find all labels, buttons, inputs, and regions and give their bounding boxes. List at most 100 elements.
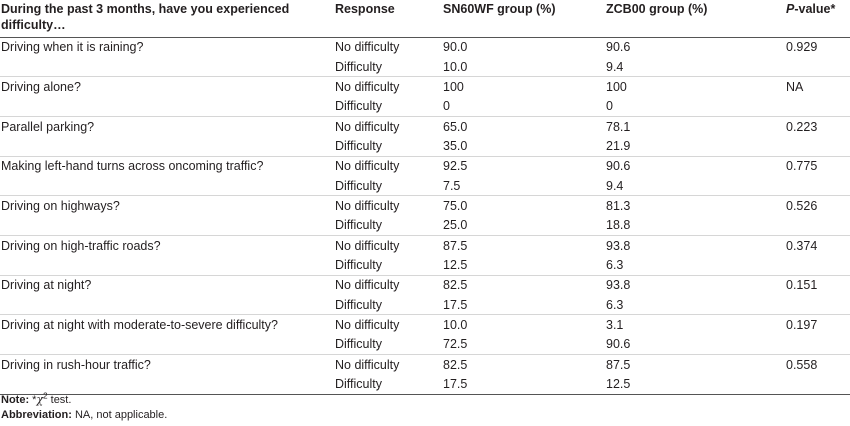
abbreviation-label: Abbreviation: bbox=[1, 409, 72, 421]
cell-pvalue: 0.151 bbox=[786, 274, 850, 295]
cell-question: Parallel parking? bbox=[0, 115, 335, 137]
cell-response: Difficulty bbox=[335, 257, 383, 272]
cell-pvalue: NA bbox=[786, 76, 850, 97]
cell-question bbox=[0, 216, 335, 236]
table-row: Difficulty 17.5 6.3 bbox=[0, 295, 850, 315]
header-pvalue-rest: -value* bbox=[794, 2, 836, 16]
cell-group1: 17.5 bbox=[443, 297, 468, 312]
note-chi: χ bbox=[36, 393, 44, 406]
cell-group1: 10.0 bbox=[443, 314, 606, 335]
cell-question: Driving in rush-hour traffic? bbox=[0, 354, 335, 375]
cell-group2: 6.3 bbox=[606, 297, 624, 312]
cell-response: No difficulty bbox=[335, 274, 443, 295]
table-row: Difficulty 72.5 90.6 bbox=[0, 335, 850, 355]
cell-response: Difficulty bbox=[335, 337, 383, 352]
cell-group2: 93.8 bbox=[606, 234, 786, 256]
cell-pvalue: 0.197 bbox=[786, 314, 850, 335]
cell-pvalue: 0.223 bbox=[786, 115, 850, 137]
cell-group1: 90.0 bbox=[443, 40, 468, 55]
table-row: Driving on highways? No difficulty 75.0 81.… bbox=[0, 195, 850, 216]
cell-group2: 12.5 bbox=[606, 374, 786, 395]
note-star: * bbox=[32, 394, 37, 406]
cell-question: Driving alone? bbox=[0, 76, 335, 97]
cell-question: Driving at night? bbox=[0, 274, 335, 295]
table-row: Difficulty 17.5 12.5 bbox=[0, 374, 850, 395]
cell-group2: 21.9 bbox=[606, 138, 631, 153]
cell-group1: 72.5 bbox=[443, 337, 468, 352]
cell-pvalue bbox=[786, 255, 850, 275]
table-row: Difficulty 25.0 18.8 bbox=[0, 216, 850, 236]
cell-response: No difficulty bbox=[335, 234, 443, 256]
cell-group1: 7.5 bbox=[443, 178, 461, 193]
table-row: Driving at night? No difficulty 82.5 93.8 0.… bbox=[0, 274, 850, 295]
table-body: Driving when it is raining? No difficulty… bbox=[0, 37, 850, 395]
header-group1: SN60WF group (%) bbox=[443, 0, 606, 38]
header-row: During the past 3 months, have you exper… bbox=[0, 0, 850, 38]
cell-group2: 90.6 bbox=[606, 40, 631, 55]
cell-question bbox=[0, 57, 335, 77]
cell-group2: 100 bbox=[606, 76, 786, 97]
cell-pvalue: 0.374 bbox=[786, 234, 850, 256]
cell-group1: 100 bbox=[443, 76, 606, 97]
cell-group1: 10.0 bbox=[443, 59, 468, 74]
cell-pvalue bbox=[786, 374, 850, 395]
cell-group1: 75.0 bbox=[443, 195, 606, 216]
cell-group2: 3.1 bbox=[606, 314, 786, 335]
header-pvalue: P-value* bbox=[786, 0, 850, 38]
cell-group2: 18.8 bbox=[606, 218, 631, 233]
cell-group1: 25.0 bbox=[443, 218, 468, 233]
cell-group1: 65.0 bbox=[443, 115, 606, 137]
cell-group1: 82.5 bbox=[443, 274, 606, 295]
table-notes: Note: *χ2 test. Abbreviation: NA, not ap… bbox=[1, 392, 167, 423]
cell-response: No difficulty bbox=[335, 40, 400, 55]
cell-question bbox=[0, 335, 335, 355]
table-row: Driving alone? No difficulty 100 100 NA bbox=[0, 76, 850, 97]
cell-question bbox=[0, 97, 335, 117]
cell-response: Difficulty bbox=[335, 178, 383, 193]
cell-pvalue bbox=[786, 136, 850, 156]
cell-response: Difficulty bbox=[335, 374, 443, 395]
cell-pvalue bbox=[786, 216, 850, 236]
cell-response: No difficulty bbox=[335, 115, 443, 137]
cell-response: Difficulty bbox=[335, 297, 383, 312]
cell-group2: 9.4 bbox=[606, 59, 624, 74]
cell-group1: 87.5 bbox=[443, 234, 606, 256]
cell-group2: 81.3 bbox=[606, 195, 786, 216]
cell-pvalue bbox=[786, 97, 850, 117]
cell-question: Driving on high-traffic roads? bbox=[0, 234, 335, 256]
cell-pvalue bbox=[786, 335, 850, 355]
cell-question: Driving when it is raining? bbox=[1, 40, 144, 55]
cell-question bbox=[0, 255, 335, 275]
cell-group2: 6.3 bbox=[606, 257, 624, 272]
cell-group1: 17.5 bbox=[443, 374, 606, 395]
table-row: Making left-hand turns across oncoming t… bbox=[0, 155, 850, 176]
cell-question bbox=[0, 136, 335, 156]
note-line: Note: *χ2 test. bbox=[1, 392, 167, 408]
cell-group2: 9.4 bbox=[606, 178, 624, 193]
cell-pvalue bbox=[786, 57, 850, 77]
table-row: Difficulty 7.5 9.4 bbox=[0, 176, 850, 196]
cell-question bbox=[0, 295, 335, 315]
cell-pvalue: 0.775 bbox=[786, 155, 850, 176]
cell-response: No difficulty bbox=[335, 195, 443, 216]
header-pvalue-p: P bbox=[786, 2, 795, 16]
cell-group2: 78.1 bbox=[606, 115, 786, 137]
cell-question: Driving at night with moderate-to-severe… bbox=[0, 314, 335, 335]
table-row: Driving in rush-hour traffic? No difficul… bbox=[0, 354, 850, 375]
cell-pvalue bbox=[786, 295, 850, 315]
cell-group2: 87.5 bbox=[606, 354, 786, 375]
driving-difficulty-table: During the past 3 months, have you exper… bbox=[0, 0, 850, 395]
cell-question bbox=[0, 176, 335, 196]
cell-group1: 92.5 bbox=[443, 155, 606, 176]
cell-response: No difficulty bbox=[335, 76, 443, 97]
cell-response: No difficulty bbox=[335, 314, 443, 335]
cell-question: Making left-hand turns across oncoming t… bbox=[0, 155, 335, 176]
table-row: Difficulty 12.5 6.3 bbox=[0, 255, 850, 275]
cell-pvalue bbox=[786, 176, 850, 196]
header-question: During the past 3 months, have you exper… bbox=[0, 0, 335, 38]
cell-group1: 12.5 bbox=[443, 257, 468, 272]
table-row: Driving at night with moderate-to-severe… bbox=[0, 314, 850, 335]
table-row: Driving when it is raining? No difficulty… bbox=[0, 37, 850, 57]
cell-question bbox=[0, 374, 335, 395]
note-label: Note: bbox=[1, 394, 30, 406]
